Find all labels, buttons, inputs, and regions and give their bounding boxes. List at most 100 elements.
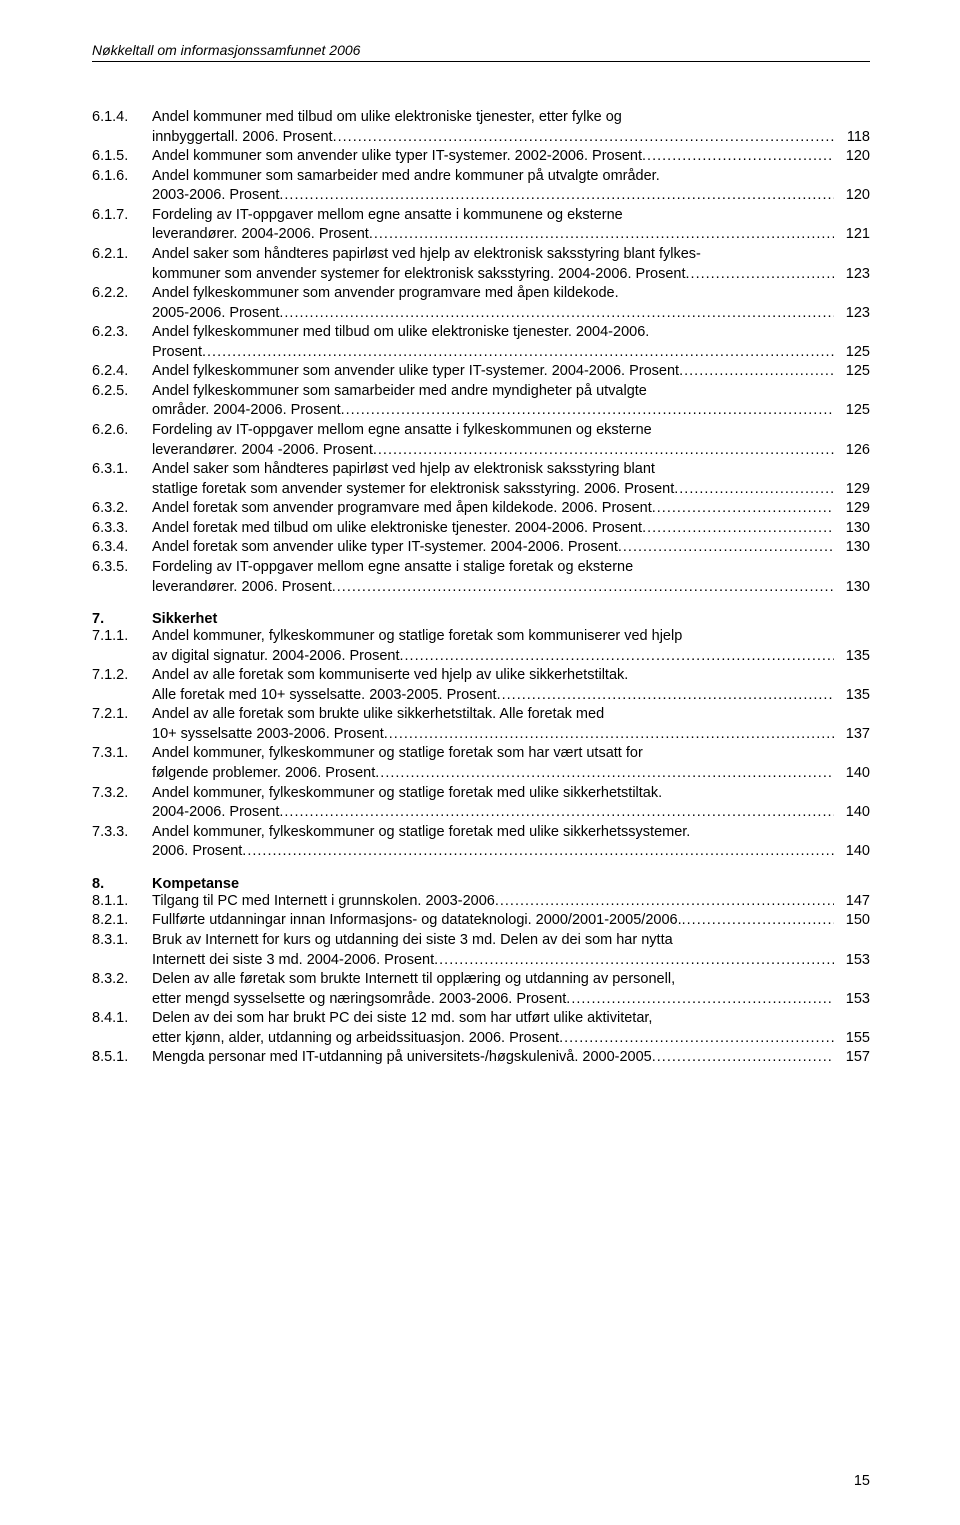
toc-entry-text: områder. 2004-2006. Prosent bbox=[152, 401, 341, 421]
toc-entry-num: 7.1.1. bbox=[92, 627, 152, 647]
toc-leader-dots bbox=[566, 990, 834, 1010]
toc-page-ref: 125 bbox=[834, 343, 870, 363]
toc-page-ref: 129 bbox=[834, 499, 870, 519]
toc-entry-num: 6.1.6. bbox=[92, 167, 152, 187]
toc-entry: 6.2.1.Andel saker som håndteres papirløs… bbox=[92, 245, 870, 265]
toc-entry-body: Andel kommuner som samarbeider med andre… bbox=[152, 167, 870, 187]
toc-entry-text: etter kjønn, alder, utdanning og arbeids… bbox=[152, 1029, 559, 1049]
toc-entry: 7.3.2.Andel kommuner, fylkeskommuner og … bbox=[92, 784, 870, 804]
toc-leader-dots bbox=[642, 519, 834, 539]
toc-entry-num: 6.3.5. bbox=[92, 558, 152, 578]
toc-page-ref: 137 bbox=[834, 725, 870, 745]
toc-leader-dots bbox=[652, 499, 834, 519]
toc-leader-dots bbox=[559, 1029, 834, 1049]
toc-entry-continuation: 2003-2006. Prosent 120 bbox=[92, 186, 870, 206]
toc-entry-num: 6.3.2. bbox=[92, 499, 152, 519]
toc-entry-text: Fordeling av IT-oppgaver mellom egne ans… bbox=[152, 558, 633, 578]
toc-page-ref: 125 bbox=[834, 362, 870, 382]
toc-entry-text: av digital signatur. 2004-2006. Prosent bbox=[152, 647, 399, 667]
toc-entry-text: Andel kommuner, fylkeskommuner og statli… bbox=[152, 627, 682, 647]
toc-page-ref: 140 bbox=[834, 764, 870, 784]
toc-leader-dots bbox=[682, 911, 834, 931]
toc-page-ref: 120 bbox=[834, 186, 870, 206]
toc-entry: 6.3.4.Andel foretak som anvender ulike t… bbox=[92, 538, 870, 558]
toc-entry-body: Andel fylkeskommuner som anvender progra… bbox=[152, 284, 870, 304]
toc-entry-body: Fordeling av IT-oppgaver mellom egne ans… bbox=[152, 558, 870, 578]
toc-entry-continuation: leverandører. 2004-2006. Prosent121 bbox=[92, 225, 870, 245]
toc-entry-text: Andel kommuner, fylkeskommuner og statli… bbox=[152, 823, 690, 843]
toc-entry-text: Andel fylkeskommuner med tilbud om ulike… bbox=[152, 323, 649, 343]
toc-leader-dots bbox=[332, 578, 834, 598]
toc-entry-body: Andel foretak som anvender programvare m… bbox=[152, 499, 870, 519]
toc-entry-text: Andel saker som håndteres papirløst ved … bbox=[152, 245, 701, 265]
page-number: 15 bbox=[854, 1473, 870, 1489]
toc-leader-dots bbox=[369, 225, 834, 245]
toc-page-ref: 140 bbox=[834, 803, 870, 823]
toc-entry-body: Andel foretak med tilbud om ulike elektr… bbox=[152, 519, 870, 539]
toc-leader-dots bbox=[341, 401, 834, 421]
document-page: Nøkkeltall om informasjonssamfunnet 2006… bbox=[0, 0, 960, 1525]
toc-entry-num: 6.2.4. bbox=[92, 362, 152, 382]
toc-entry-num: 8.3.2. bbox=[92, 970, 152, 990]
toc-entry-continuation: Alle foretak med 10+ sysselsatte. 2003-2… bbox=[92, 686, 870, 706]
toc-entry-text: 2004-2006. Prosent bbox=[152, 803, 279, 823]
toc-page-ref: 153 bbox=[834, 951, 870, 971]
toc-entry-continuation: leverandører. 2006. Prosent130 bbox=[92, 578, 870, 598]
toc-entry-text: Andel kommuner, fylkeskommuner og statli… bbox=[152, 784, 662, 804]
toc-entry-continuation: innbyggertall. 2006. Prosent118 bbox=[92, 128, 870, 148]
toc-entry: 8.5.1.Mengda personar med IT-utdanning p… bbox=[92, 1048, 870, 1068]
toc-entry-text: 2003-2006. Prosent bbox=[152, 186, 279, 206]
toc-page-ref: 123 bbox=[834, 265, 870, 285]
toc-entry-continuation: områder. 2004-2006. Prosent 125 bbox=[92, 401, 870, 421]
toc-entry-text: Andel foretak med tilbud om ulike elektr… bbox=[152, 519, 642, 539]
toc-page-ref: 135 bbox=[834, 686, 870, 706]
toc-entry-continuation: 2005-2006. Prosent123 bbox=[92, 304, 870, 324]
toc-entry-text: Delen av alle føretak som brukte Interne… bbox=[152, 970, 675, 990]
toc-leader-dots bbox=[434, 951, 834, 971]
toc-entry-text: Andel fylkeskommuner som anvender ulike … bbox=[152, 362, 679, 382]
toc-leader-dots bbox=[497, 686, 834, 706]
toc-entry-text: Delen av dei som har brukt PC dei siste … bbox=[152, 1009, 652, 1029]
toc-leader-dots bbox=[202, 343, 834, 363]
toc-leader-dots bbox=[674, 480, 834, 500]
toc-entry-num: 6.3.3. bbox=[92, 519, 152, 539]
toc-entry-text: Fordeling av IT-oppgaver mellom egne ans… bbox=[152, 421, 652, 441]
toc-entry: 8.2.1.Fullførte utdanningar innan Inform… bbox=[92, 911, 870, 931]
toc-entry-text: Mengda personar med IT-utdanning på univ… bbox=[152, 1048, 652, 1068]
toc-entry-num: 7.1.2. bbox=[92, 666, 152, 686]
toc-leader-dots bbox=[399, 647, 834, 667]
toc-entry-text: Fullførte utdanningar innan Informasjons… bbox=[152, 911, 682, 931]
toc-entry-text: innbyggertall. 2006. Prosent bbox=[152, 128, 333, 148]
toc-entry-text: Andel kommuner, fylkeskommuner og statli… bbox=[152, 744, 643, 764]
toc-entry-text: Andel foretak som anvender ulike typer I… bbox=[152, 538, 618, 558]
toc-leader-dots bbox=[679, 362, 834, 382]
toc-page-ref: 135 bbox=[834, 647, 870, 667]
toc-entry-num: 6.1.5. bbox=[92, 147, 152, 167]
toc-page-ref: 123 bbox=[834, 304, 870, 324]
toc-entry: 6.3.3.Andel foretak med tilbud om ulike … bbox=[92, 519, 870, 539]
toc-entry-body: Andel saker som håndteres papirløst ved … bbox=[152, 460, 870, 480]
toc-entry-num: 6.1.4. bbox=[92, 108, 152, 128]
toc-page-ref: 125 bbox=[834, 401, 870, 421]
toc-entry-body: Delen av dei som har brukt PC dei siste … bbox=[152, 1009, 870, 1029]
toc-entry-continuation: følgende problemer. 2006. Prosent140 bbox=[92, 764, 870, 784]
toc-entry: 6.1.4.Andel kommuner med tilbud om ulike… bbox=[92, 108, 870, 128]
toc-page-ref: 157 bbox=[834, 1048, 870, 1068]
toc-entry-num: 6.2.2. bbox=[92, 284, 152, 304]
toc-block-7: 7.1.1.Andel kommuner, fylkeskommuner og … bbox=[92, 627, 870, 862]
toc-entry: 7.1.1.Andel kommuner, fylkeskommuner og … bbox=[92, 627, 870, 647]
toc-entry-body: Andel kommuner, fylkeskommuner og statli… bbox=[152, 784, 870, 804]
toc-entry: 7.2.1.Andel av alle foretak som brukte u… bbox=[92, 705, 870, 725]
toc-page-ref: 130 bbox=[834, 538, 870, 558]
toc-entry-body: Andel kommuner, fylkeskommuner og statli… bbox=[152, 627, 870, 647]
toc-entry: 6.3.5.Fordeling av IT-oppgaver mellom eg… bbox=[92, 558, 870, 578]
toc-entry-continuation: Internett dei siste 3 md. 2004-2006. Pro… bbox=[92, 951, 870, 971]
toc-entry-num: 6.2.3. bbox=[92, 323, 152, 343]
toc-entry-text: leverandører. 2004 -2006. Prosent bbox=[152, 441, 373, 461]
toc-leader-dots bbox=[242, 842, 834, 862]
toc-entry-text: leverandører. 2006. Prosent bbox=[152, 578, 332, 598]
toc-leader-dots bbox=[384, 725, 834, 745]
toc-entry-body: Andel kommuner, fylkeskommuner og statli… bbox=[152, 744, 870, 764]
toc-entry-continuation: leverandører. 2004 -2006. Prosent126 bbox=[92, 441, 870, 461]
toc-entry: 8.3.2.Delen av alle føretak som brukte I… bbox=[92, 970, 870, 990]
